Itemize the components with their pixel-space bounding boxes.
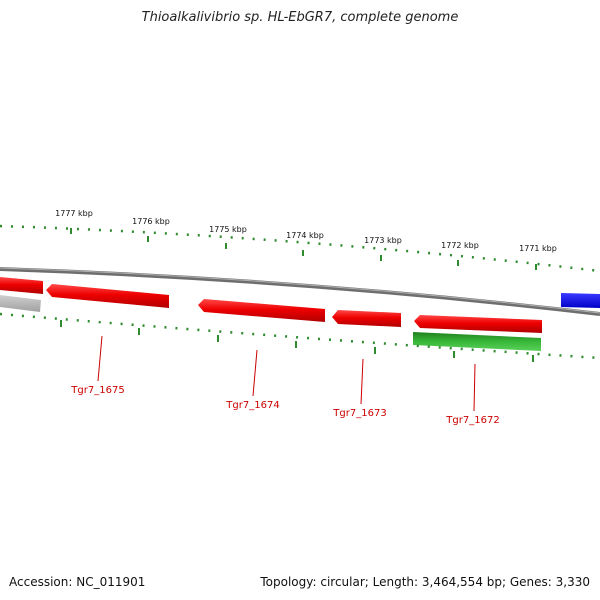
gene-tgr7-1675[interactable] <box>46 284 169 308</box>
lower-ruler <box>0 312 600 362</box>
ruler-label-1774: 1774 kbp <box>286 231 324 240</box>
ruler-label-1772: 1772 kbp <box>441 241 479 250</box>
leader-tgr7-1673 <box>360 358 364 405</box>
accession-text: Accession: NC_011901 <box>9 575 146 589</box>
backbone-highlight <box>0 267 600 314</box>
gene-red-partial[interactable] <box>0 277 43 294</box>
ruler-label-1777: 1777 kbp <box>55 209 93 218</box>
gene-labels: Tgr7_1675 Tgr7_1674 Tgr7_1673 Tgr7_1672 <box>70 385 499 426</box>
gene-label-tgr7-1672[interactable]: Tgr7_1672 <box>445 415 499 426</box>
gene-tgr7-1673[interactable] <box>332 310 401 327</box>
gene-gray-partial[interactable] <box>0 295 41 312</box>
gene-label-tgr7-1674[interactable]: Tgr7_1674 <box>225 400 279 411</box>
gene-blue-partial[interactable] <box>561 293 600 308</box>
gene-label-tgr7-1675[interactable]: Tgr7_1675 <box>70 385 124 396</box>
gene-label-leaders <box>97 335 476 412</box>
gene-green[interactable] <box>413 332 541 351</box>
gene-label-tgr7-1673[interactable]: Tgr7_1673 <box>332 408 386 419</box>
upper-ruler-dots <box>0 224 600 273</box>
backbone-line <box>0 267 600 316</box>
upper-ruler: 1777 kbp 1776 kbp 1775 kbp 1774 kbp 1773… <box>0 209 600 273</box>
leader-tgr7-1675 <box>97 335 103 382</box>
ruler-label-1773: 1773 kbp <box>364 236 402 245</box>
gene-tgr7-1674[interactable] <box>198 299 325 322</box>
ruler-label-1775: 1775 kbp <box>209 225 247 234</box>
lower-ruler-dots <box>0 312 600 360</box>
ruler-label-1771: 1771 kbp <box>519 244 557 253</box>
genome-summary-text: Topology: circular; Length: 3,464,554 bp… <box>260 575 590 589</box>
leader-tgr7-1672 <box>473 363 476 412</box>
gene-tgr7-1672[interactable] <box>414 315 542 333</box>
ruler-label-1776: 1776 kbp <box>132 217 170 226</box>
leader-tgr7-1674 <box>252 349 258 397</box>
genome-backbone <box>0 267 600 316</box>
genome-title: Thioalkalivibrio sp. HL-EbGR7, complete … <box>141 10 459 25</box>
gene-features <box>0 277 600 351</box>
